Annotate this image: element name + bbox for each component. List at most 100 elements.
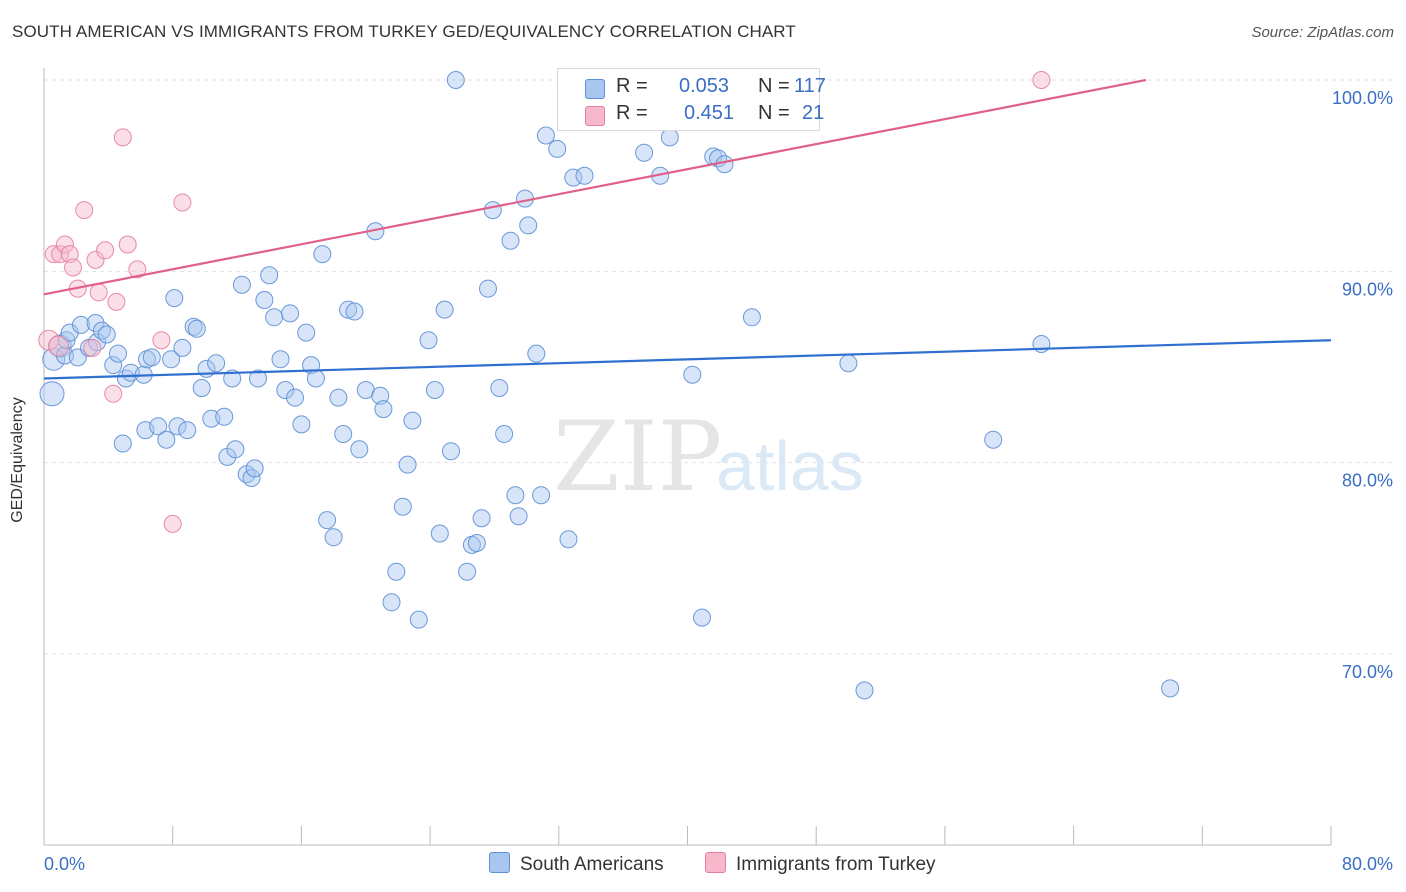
point-south-americans [88, 333, 107, 352]
axes [43, 68, 1332, 846]
point-south-americans [104, 356, 123, 375]
point-south-americans [472, 509, 491, 528]
point-south-americans [483, 201, 502, 220]
point-south-americans [297, 323, 316, 342]
point-south-americans [215, 407, 234, 426]
point-south-americans [430, 524, 449, 543]
point-south-americans [1161, 679, 1180, 698]
point-south-americans [693, 608, 711, 627]
point-immigrants-from-turkey [107, 292, 126, 311]
point-south-americans [409, 610, 428, 629]
point-south-americans [374, 400, 393, 419]
legend-n-value: 21 [802, 102, 825, 124]
point-south-americans [419, 331, 438, 350]
point-immigrants-from-turkey [163, 514, 182, 533]
point-immigrants-from-turkey [75, 201, 94, 220]
point-south-americans [501, 231, 520, 250]
point-south-americans [265, 308, 284, 327]
legend-n-label: N = [758, 75, 790, 97]
point-immigrants-from-turkey [96, 241, 115, 260]
point-south-americans [393, 497, 412, 516]
point-south-americans [117, 369, 135, 388]
point-south-americans [313, 245, 332, 264]
point-immigrants-from-turkey [51, 245, 70, 264]
point-south-americans [165, 289, 184, 308]
point-immigrants-from-turkey [60, 245, 79, 264]
point-south-americans [168, 417, 187, 436]
point-south-americans [467, 534, 486, 552]
point-south-americans [387, 562, 406, 581]
point-south-americans [178, 421, 197, 440]
point-south-americans [382, 593, 401, 612]
point-immigrants-from-turkey [113, 128, 132, 147]
point-south-americans [318, 511, 337, 530]
point-south-americans [855, 681, 874, 700]
point-immigrants-from-turkey [89, 283, 108, 302]
point-south-americans [345, 302, 364, 321]
point-south-americans [371, 386, 390, 405]
legend-r-value: 0.451 [684, 102, 735, 124]
legend-swatch-immigrants-from-turkey [585, 106, 605, 126]
point-immigrants-from-turkey [128, 260, 147, 279]
point-south-americans [446, 71, 465, 89]
legend-label: Immigrants from Turkey [736, 854, 936, 875]
point-south-americans [207, 354, 226, 373]
point-south-americans [271, 350, 290, 369]
legend-n-label: N = [758, 102, 790, 124]
point-south-americans [506, 486, 525, 505]
watermark: ZIP atlas [553, 401, 864, 513]
point-south-americans [306, 369, 325, 388]
point-immigrants-from-turkey [152, 331, 171, 350]
point-south-americans [39, 381, 65, 407]
point-south-americans [245, 459, 264, 478]
y-tick-label: 70.0% [1342, 662, 1393, 682]
x-tick-label: 80.0% [1342, 854, 1393, 874]
legend-swatch-south-americans [585, 79, 605, 99]
point-south-americans [292, 415, 311, 434]
point-south-americans [839, 354, 858, 373]
point-immigrants-from-turkey [83, 338, 102, 357]
point-south-americans [260, 266, 279, 285]
point-south-americans [575, 166, 594, 185]
point-south-americans [442, 442, 460, 461]
point-south-americans [286, 388, 304, 407]
point-south-americans [72, 315, 90, 334]
point-south-americans [509, 507, 528, 526]
point-south-americans [187, 319, 206, 338]
point-south-americans [142, 348, 161, 367]
point-south-americans [249, 369, 267, 388]
point-immigrants-from-turkey [38, 329, 60, 351]
point-south-americans [97, 325, 116, 344]
point-south-americans [232, 275, 251, 294]
legend-item-immigrants-from-turkey: Immigrants from Turkey [705, 852, 936, 876]
point-south-americans [329, 388, 348, 407]
stats-legend: R = 0.053 N = 117 R = 0.451 N = 21 [557, 68, 826, 131]
y-tick-label: 100.0% [1332, 88, 1393, 108]
point-south-americans [403, 411, 422, 430]
y-tick-label: 80.0% [1342, 471, 1393, 491]
point-immigrants-from-turkey [173, 193, 192, 212]
legend-swatch-south-americans [489, 852, 510, 873]
point-south-americans [226, 440, 245, 459]
point-south-americans [173, 338, 192, 357]
watermark-atlas: atlas [716, 427, 864, 505]
point-south-americans [109, 344, 127, 363]
y-axis-label: GED/Equivalency [9, 397, 26, 523]
point-immigrants-from-turkey [118, 235, 137, 254]
point-south-americans [242, 469, 261, 487]
watermark-zip: ZIP [553, 401, 722, 513]
point-south-americans [479, 279, 497, 298]
point-south-americans [435, 300, 454, 319]
point-south-americans [495, 425, 514, 443]
point-south-americans [184, 317, 203, 336]
point-south-americans [149, 417, 168, 436]
point-immigrants-from-turkey [86, 250, 105, 269]
point-south-americans [984, 430, 1003, 449]
y-tick-label: 90.0% [1342, 279, 1393, 299]
point-south-americans [536, 126, 555, 145]
chart-source: Source: ZipAtlas.com [1251, 24, 1394, 41]
legend-r-value: 0.053 [679, 75, 730, 97]
point-south-americans [86, 314, 105, 332]
legend-n-value: 117 [794, 75, 826, 97]
